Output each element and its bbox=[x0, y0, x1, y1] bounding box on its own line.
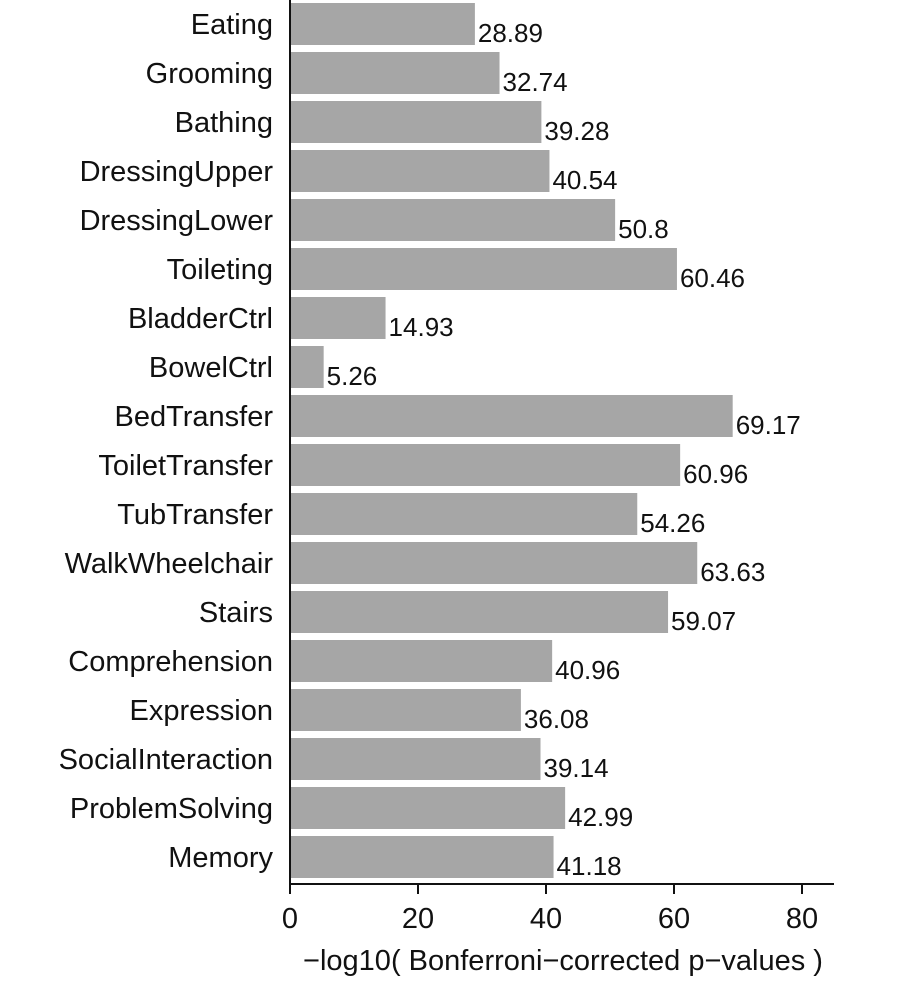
bar-grooming bbox=[290, 52, 500, 94]
x-axis-ticks: 0 20 40 60 80 bbox=[282, 884, 818, 935]
category-label-expression: Expression bbox=[130, 695, 273, 727]
category-label-toilettransfer: ToiletTransfer bbox=[98, 450, 273, 482]
category-label-problemsolving: ProblemSolving bbox=[70, 793, 273, 825]
bar-eating bbox=[290, 3, 475, 45]
bar-comprehension bbox=[290, 640, 553, 682]
category-label-tubtransfer: TubTransfer bbox=[117, 499, 273, 531]
value-label-bowelctrl: 5.26 bbox=[327, 361, 378, 391]
x-tick-label-0: 0 bbox=[282, 903, 298, 935]
value-label-tubtransfer: 54.26 bbox=[640, 508, 705, 538]
bar-bladderctrl bbox=[290, 297, 386, 339]
value-label-grooming: 32.74 bbox=[503, 67, 568, 97]
category-label-memory: Memory bbox=[168, 842, 273, 874]
value-label-comprehension: 40.96 bbox=[555, 655, 620, 685]
value-label-toileting: 60.46 bbox=[680, 263, 745, 293]
value-label-bathing: 39.28 bbox=[544, 116, 609, 146]
x-axis-title: −log10( Bonferroni−corrected p−values ) bbox=[303, 945, 823, 977]
bar-toileting bbox=[290, 248, 677, 290]
value-label-bedtransfer: 69.17 bbox=[736, 410, 801, 440]
value-label-toilettransfer: 60.96 bbox=[683, 459, 748, 489]
value-label-dressinglower: 50.8 bbox=[618, 214, 669, 244]
x-tick-label-20: 20 bbox=[402, 903, 434, 935]
value-label-stairs: 59.07 bbox=[671, 606, 736, 636]
bar-expression bbox=[290, 689, 521, 731]
x-tick-label-80: 80 bbox=[786, 903, 818, 935]
bar-problemsolving bbox=[290, 787, 566, 829]
value-label-bladderctrl: 14.93 bbox=[389, 312, 454, 342]
bar-bedtransfer bbox=[290, 395, 733, 437]
category-labels: Eating Grooming Bathing DressingUpper Dressi… bbox=[59, 9, 274, 874]
category-label-dressingupper: DressingUpper bbox=[80, 156, 274, 188]
bar-socialinteraction bbox=[290, 738, 541, 780]
value-label-socialinteraction: 39.14 bbox=[543, 753, 608, 783]
category-label-eating: Eating bbox=[191, 9, 273, 41]
category-label-bladderctrl: BladderCtrl bbox=[128, 303, 273, 335]
x-tick-label-60: 60 bbox=[658, 903, 690, 935]
x-tick-label-40: 40 bbox=[530, 903, 562, 935]
bar-dressinglower bbox=[290, 199, 616, 241]
value-label-eating: 28.89 bbox=[478, 18, 543, 48]
value-label-expression: 36.08 bbox=[524, 704, 589, 734]
category-label-socialinteraction: SocialInteraction bbox=[59, 744, 273, 776]
axes bbox=[289, 0, 834, 885]
bar-toilettransfer bbox=[290, 444, 681, 486]
category-label-grooming: Grooming bbox=[146, 58, 273, 90]
category-label-comprehension: Comprehension bbox=[68, 646, 273, 678]
bar-memory bbox=[290, 836, 554, 878]
bars-layer bbox=[290, 3, 733, 878]
category-label-bathing: Bathing bbox=[175, 107, 273, 139]
category-label-stairs: Stairs bbox=[199, 597, 273, 629]
value-label-problemsolving: 42.99 bbox=[568, 802, 633, 832]
bar-tubtransfer bbox=[290, 493, 638, 535]
bar-bowelctrl bbox=[290, 346, 324, 388]
bar-dressingupper bbox=[290, 150, 550, 192]
bar-stairs bbox=[290, 591, 669, 633]
value-label-memory: 41.18 bbox=[557, 851, 622, 881]
category-label-bedtransfer: BedTransfer bbox=[115, 401, 274, 433]
bar-walkwheelchair bbox=[290, 542, 698, 584]
value-label-walkwheelchair: 63.63 bbox=[700, 557, 765, 587]
value-label-dressingupper: 40.54 bbox=[552, 165, 617, 195]
bar-bathing bbox=[290, 101, 542, 143]
category-label-walkwheelchair: WalkWheelchair bbox=[65, 548, 274, 580]
category-label-bowelctrl: BowelCtrl bbox=[149, 352, 273, 384]
category-label-toileting: Toileting bbox=[167, 254, 273, 286]
category-label-dressinglower: DressingLower bbox=[80, 205, 274, 237]
